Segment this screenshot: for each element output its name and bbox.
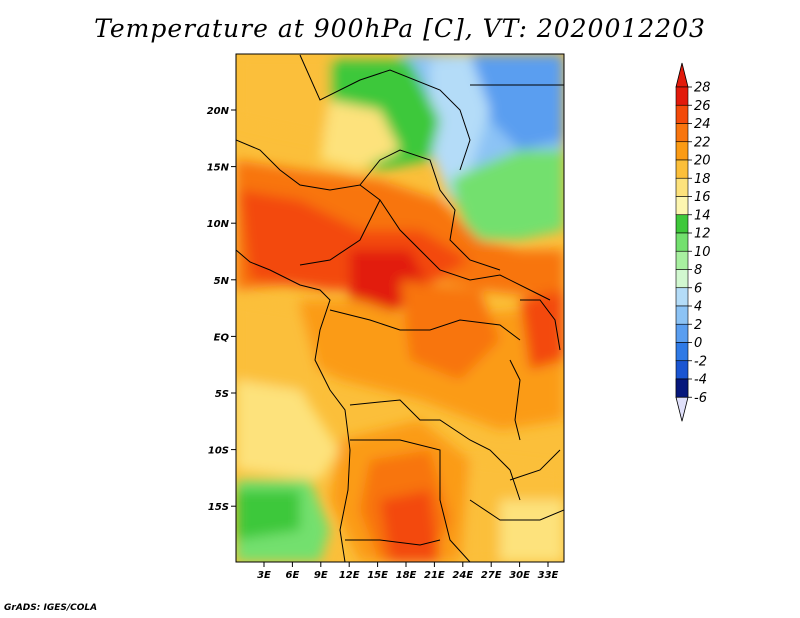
- map-frame: [235, 53, 565, 563]
- longitude-axis: 3E 6E 9E 12E 15E 18E 21E 24E 27E 30E 33E: [257, 562, 559, 581]
- grads-credit: GrADS: IGES/COLA: [4, 603, 98, 613]
- lat-tick-label: 5S: [215, 389, 229, 400]
- colorbar-swatch: [675, 250, 689, 270]
- colorbar-swatch: [675, 323, 689, 343]
- lat-tick-label: 5N: [214, 276, 230, 287]
- colorbar-label: 4: [694, 300, 702, 315]
- colorbar-swatch: [675, 287, 689, 307]
- colorbar-label: 24: [694, 117, 711, 132]
- lat-tick-label: 10N: [207, 219, 230, 230]
- colorbar-label: -2: [694, 354, 707, 369]
- colorbar-label: 22: [694, 135, 711, 150]
- colorbar-label: 16: [694, 190, 711, 205]
- lon-tick-label: 12E: [339, 570, 360, 581]
- lon-tick-label: 27E: [481, 570, 502, 581]
- colorbar-swatch: [675, 86, 689, 106]
- lat-tick-label: 15S: [208, 502, 229, 513]
- colorbar-label: -6: [694, 391, 707, 406]
- colorbar-bottom-arrow: [675, 396, 689, 422]
- colorbar-swatch: [675, 305, 689, 325]
- colorbar-swatch: [675, 196, 689, 216]
- colorbar-swatch: [675, 177, 689, 197]
- colorbar-swatch: [675, 232, 689, 252]
- lat-tick-label: 15N: [207, 163, 230, 174]
- lon-tick-label: 6E: [286, 570, 300, 581]
- lon-tick-label: 15E: [367, 570, 388, 581]
- colorbar-swatch: [675, 360, 689, 380]
- lat-tick-label: 20N: [207, 106, 230, 117]
- colorbar-label: 18: [694, 172, 711, 187]
- colorbar-label: 12: [694, 227, 711, 242]
- colorbar-swatch: [675, 342, 689, 362]
- lon-tick-label: 9E: [314, 570, 328, 581]
- colorbar-top-arrow: [675, 62, 689, 88]
- lon-tick-label: 18E: [396, 570, 417, 581]
- colorbar-swatch: [675, 214, 689, 234]
- chart-title: Temperature at 900hPa [C], VT: 202001220…: [94, 14, 706, 43]
- colorbar-label: 20: [694, 154, 711, 169]
- colorbar-label: 14: [694, 208, 711, 223]
- temperature-field-map: [236, 54, 564, 562]
- colorbar-swatch: [675, 159, 689, 179]
- latitude-axis: 20N 15N 10N 5N EQ 5S 10S 15S: [207, 106, 236, 513]
- colorbar-label: 28: [694, 81, 711, 96]
- colorbar-swatch: [675, 269, 689, 289]
- colorbar-label: 6: [694, 281, 702, 296]
- colorbar-label: 0: [694, 336, 702, 351]
- colorbar-swatch: [675, 141, 689, 161]
- lon-tick-label: 24E: [452, 570, 473, 581]
- colorbar-label: 10: [694, 245, 711, 260]
- colorbar-label: -4: [694, 373, 707, 388]
- lat-tick-label: EQ: [214, 332, 230, 343]
- lat-tick-label: 10S: [208, 446, 229, 457]
- colorbar-swatch: [675, 378, 689, 398]
- lon-tick-label: 33E: [538, 570, 559, 581]
- lon-tick-label: 21E: [424, 570, 445, 581]
- colorbar-label: 26: [694, 99, 711, 114]
- lon-tick-label: 30E: [509, 570, 530, 581]
- lon-tick-label: 3E: [257, 570, 271, 581]
- colorbar-swatch: [675, 123, 689, 143]
- colorbar-label: 8: [694, 263, 702, 278]
- colorbar-swatch: [675, 104, 689, 124]
- colorbar-label: 2: [694, 318, 702, 333]
